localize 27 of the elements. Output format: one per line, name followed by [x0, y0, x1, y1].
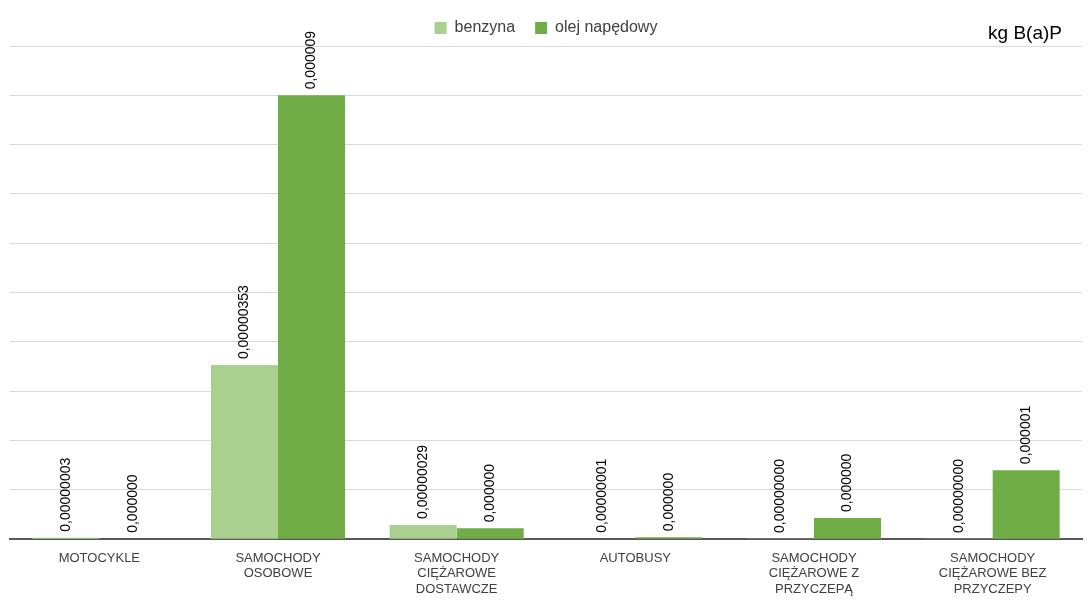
bar: [992, 470, 1060, 539]
data-label: 0,000000: [659, 472, 676, 532]
bar: [211, 365, 278, 539]
x-tick-label: SAMOCHODY OSOBOWE: [235, 549, 321, 581]
data-label: 0,00000029: [414, 444, 431, 519]
text: kg B(a)P: [988, 21, 1062, 43]
bar: [278, 95, 345, 539]
data-label: 0,00000353: [235, 284, 252, 360]
data-label: 0,00000000: [950, 458, 967, 533]
data-label: 0,000009: [302, 30, 319, 90]
x-tick-label: SAMOCHODY CIĘŻAROWE Z PRZYCZEPĄ: [768, 549, 860, 596]
bar: [814, 517, 881, 539]
data-label: 0,00000003: [56, 457, 73, 532]
x-tick-label: MOTOCYKLE: [58, 549, 141, 565]
data-label: 0,00000001: [592, 458, 609, 533]
legend-label: olej napędowy: [555, 18, 658, 36]
data-label: 0,000000: [123, 474, 140, 533]
data-label: 0,000000: [481, 463, 498, 523]
data-label: 0,000001: [1017, 405, 1034, 465]
bar: [456, 528, 524, 539]
legend-label: benzyna: [454, 18, 516, 36]
data-label: 0,000000: [838, 453, 855, 512]
data-label: 0,00000000: [771, 458, 788, 533]
bar: [389, 524, 457, 539]
x-tick-label: SAMOCHODY CIĘŻAROWE BEZ PRZYCZEPY: [938, 549, 1047, 596]
x-tick-label: AUTOBUSY: [599, 549, 672, 565]
x-tick-label: SAMOCHODY CIĘŻAROWE DOSTAWCZE: [414, 549, 500, 596]
